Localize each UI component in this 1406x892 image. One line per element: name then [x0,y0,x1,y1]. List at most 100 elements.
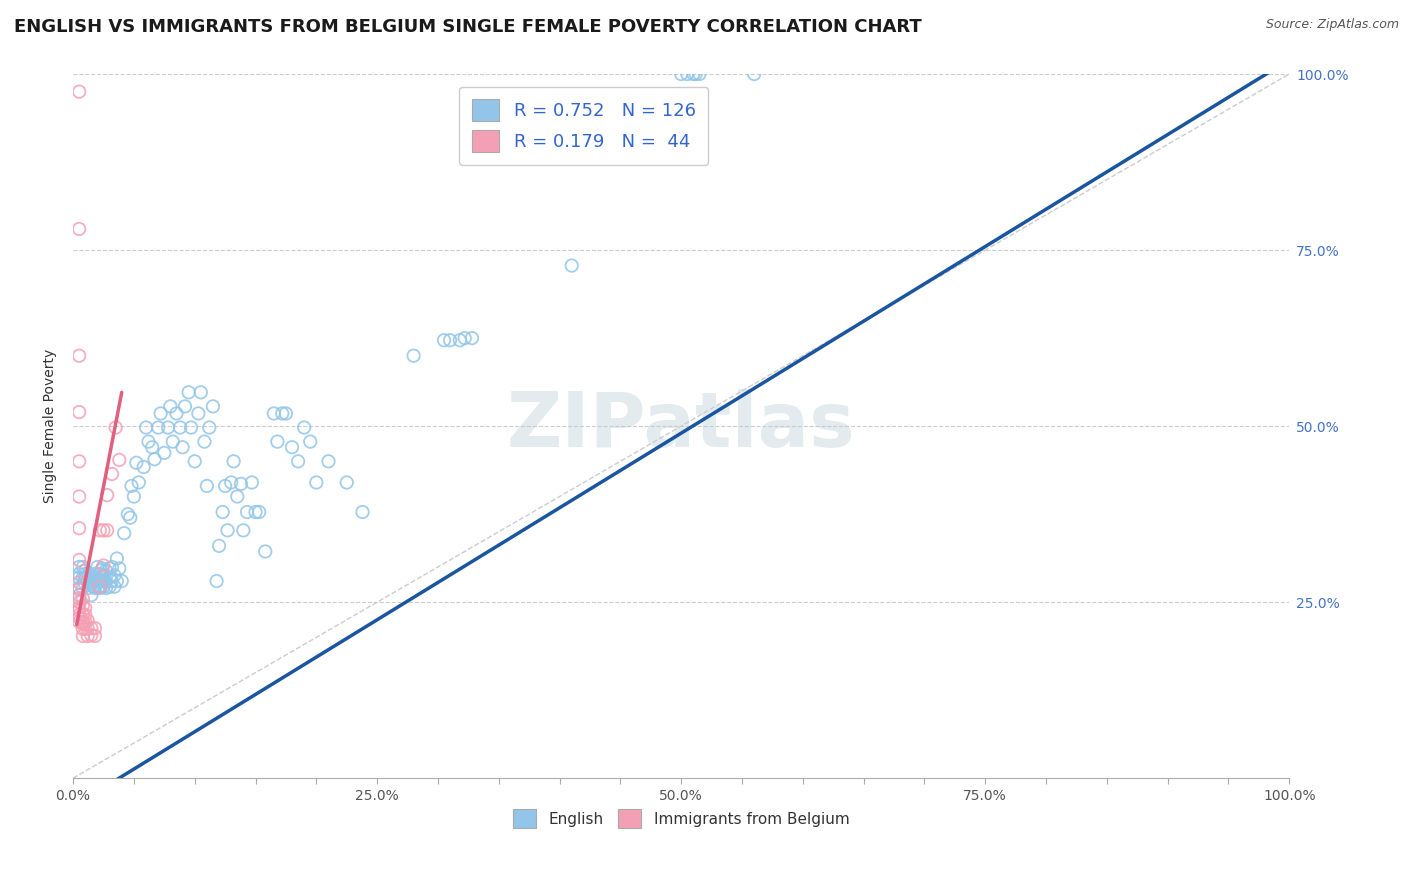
Point [72,581,94,595]
Point [98,580,121,594]
Point [67,567,90,582]
Point [305,475,328,490]
Point [77,567,100,582]
Point [103,580,125,594]
Point [72,599,94,613]
Point [86,574,108,588]
Point [229,476,252,491]
Point [67,600,90,615]
Point [112,526,135,541]
Point [67,521,90,535]
Point [80,570,103,584]
Point [80,577,103,591]
Point [153,446,176,460]
Point [67,607,90,622]
Point [75,600,97,615]
Point [254,544,277,558]
Point [682,67,704,81]
Point [67,560,90,574]
Point [148,420,170,434]
Point [461,331,484,345]
Point [87,580,110,594]
Point [67,490,90,504]
Point [83,572,105,586]
Point [76,629,98,643]
Point [174,400,197,414]
Point [93,580,115,594]
Point [76,621,98,635]
Point [169,420,191,434]
Point [669,67,692,81]
Point [111,574,134,588]
Point [91,574,114,588]
Point [226,490,249,504]
Point [75,622,97,636]
Point [449,333,471,347]
Point [201,400,224,414]
Point [72,622,94,636]
Point [87,574,110,588]
Point [336,475,359,490]
Point [67,575,90,590]
Point [454,331,477,345]
Point [84,621,107,635]
Y-axis label: Single Female Poverty: Single Female Poverty [44,349,58,503]
Point [561,259,583,273]
Point [89,574,111,588]
Point [299,434,322,449]
Point [89,581,111,595]
Point [80,588,103,602]
Point [187,407,209,421]
Point [72,629,94,643]
Point [166,407,188,421]
Point [75,577,97,591]
Point [205,574,228,588]
Point [67,610,90,624]
Point [159,400,181,414]
Point [141,440,163,454]
Point [67,615,90,629]
Point [84,573,107,587]
Point [172,440,194,454]
Point [72,591,94,606]
Point [214,479,236,493]
Point [143,452,166,467]
Point [67,553,90,567]
Point [198,420,221,434]
Point [121,479,143,493]
Point [75,564,97,578]
Point [433,333,456,347]
Point [105,574,128,588]
Point [266,434,288,449]
Point [105,551,128,566]
Point [104,420,127,434]
Point [108,561,131,575]
Point [180,420,202,434]
Point [132,460,155,475]
Point [75,570,97,584]
Point [93,558,115,573]
Point [67,222,90,236]
Point [76,574,98,588]
Legend: English, Immigrants from Belgium: English, Immigrants from Belgium [506,803,855,834]
Point [67,570,90,584]
Point [67,405,90,419]
Point [101,467,124,481]
Point [287,454,309,468]
Point [318,454,340,468]
Point [76,614,98,628]
Point [94,574,117,588]
Point [84,581,107,595]
Point [193,434,215,449]
Point [402,349,425,363]
Point [75,607,97,622]
Point [240,475,263,490]
Point [676,67,699,81]
Point [80,574,103,588]
Point [80,628,103,642]
Point [103,568,125,582]
Point [84,629,107,643]
Point [89,567,111,582]
Point [89,580,111,594]
Point [79,574,101,588]
